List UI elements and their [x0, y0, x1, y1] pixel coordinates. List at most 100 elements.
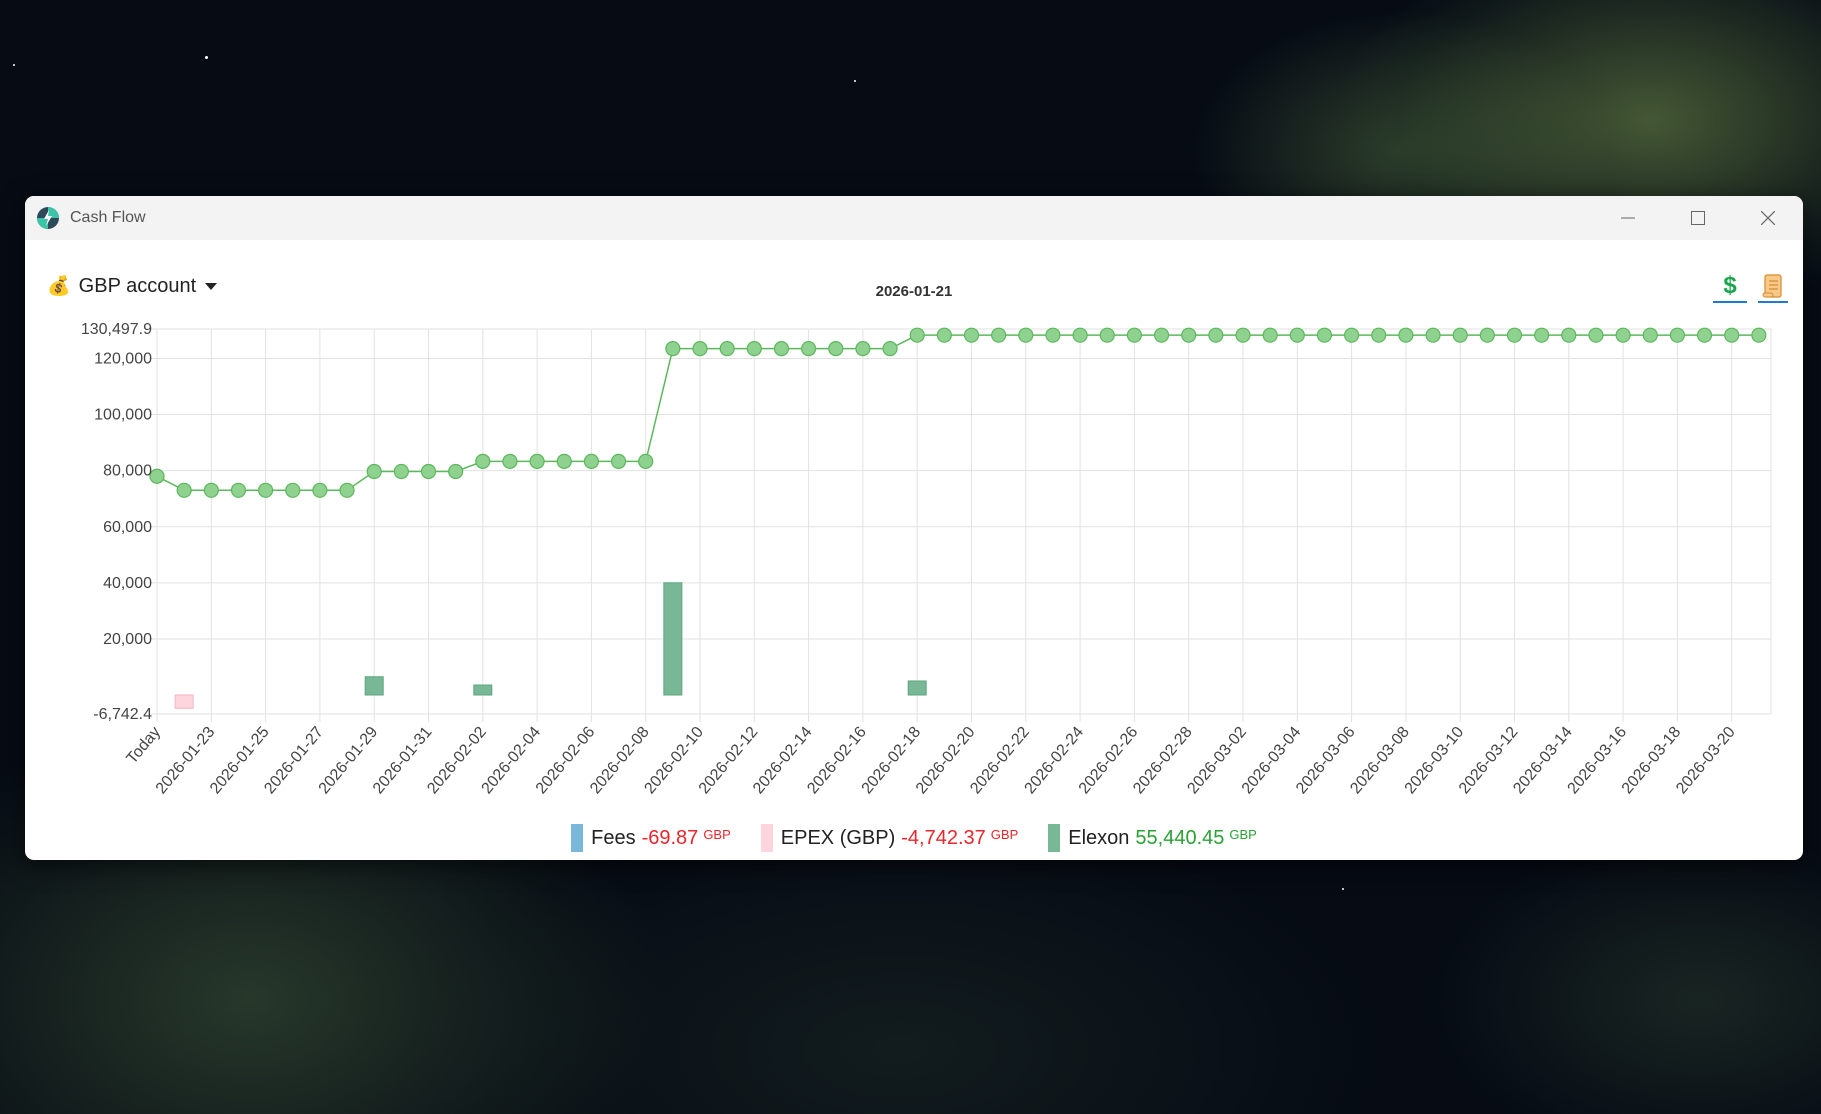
balance-point: [1751, 327, 1767, 343]
currency-button[interactable]: $: [1713, 273, 1747, 303]
y-tick-label: -6,742.4: [93, 706, 152, 723]
minimize-button[interactable]: [1593, 196, 1663, 240]
balance-point: [1072, 327, 1088, 343]
dollar-icon: $: [1723, 272, 1737, 299]
balance-point: [1208, 327, 1224, 343]
balance-point: [448, 463, 464, 480]
legend-item-elexon[interactable]: Elexon 55,440.45 GBP: [1048, 824, 1257, 852]
balance-point: [692, 341, 708, 357]
balance-point: [339, 482, 355, 498]
legend-value: 55,440.45: [1135, 826, 1225, 849]
balance-point: [991, 327, 1007, 343]
scroll-icon: [1762, 274, 1782, 298]
balance-point: [1018, 327, 1034, 343]
legend-label: EPEX (GBP): [780, 826, 896, 849]
legend-currency: GBP: [1229, 826, 1257, 842]
star: [205, 56, 208, 59]
legend-label: Elexon: [1068, 826, 1130, 849]
money-bag-icon: 💰: [47, 276, 71, 297]
legend-currency: GBP: [703, 826, 731, 842]
cash-flow-window: Cash Flow 💰 GBP account 2026-01-21 $: [25, 196, 1803, 860]
balance-point: [312, 482, 328, 498]
chevron-down-icon: [205, 282, 218, 290]
legend-label: Fees: [591, 826, 636, 849]
balance-point: [393, 463, 409, 480]
cash-flow-chart: -6,742.4 20,000 40,000 60,000 80,000 100,000 1…: [81, 321, 1772, 797]
account-selector[interactable]: 💰 GBP account: [47, 274, 218, 298]
balance-point: [1045, 327, 1061, 343]
y-tick-label: 20,000: [103, 631, 152, 648]
balance-point: [638, 453, 654, 470]
balance-point: [855, 341, 871, 357]
legend-swatch-fees: [571, 824, 584, 852]
balance-point: [1099, 327, 1115, 343]
bar-elexon: [364, 676, 384, 696]
maximize-icon: [1691, 211, 1705, 225]
y-tick-label: 80,000: [103, 463, 152, 480]
balance-point: [963, 327, 980, 343]
balance-point: [1262, 327, 1278, 343]
balance-point: [1724, 327, 1740, 343]
balance-point: [230, 482, 247, 498]
balance-point: [502, 453, 518, 470]
report-button[interactable]: [1758, 273, 1788, 303]
balance-point: [719, 341, 735, 357]
close-button[interactable]: [1733, 196, 1803, 240]
balance-point: [475, 453, 491, 470]
balance-point: [285, 482, 301, 498]
balance-point: [936, 327, 952, 343]
y-tick-label: 100,000: [94, 407, 152, 424]
account-label: GBP account: [78, 274, 197, 297]
balance-point: [1235, 327, 1251, 343]
maximize-button[interactable]: [1663, 196, 1733, 240]
y-tick-label: 40,000: [103, 575, 152, 592]
balance-point: [1696, 327, 1713, 343]
y-tick-label: 60,000: [103, 519, 152, 536]
bar-elexon: [907, 680, 927, 696]
legend-value: -4,742.37: [901, 826, 986, 849]
balance-point: [882, 341, 898, 357]
balance-point: [1534, 327, 1550, 343]
balance-point: [1642, 327, 1658, 343]
balance-point: [610, 453, 627, 470]
balance-point: [1126, 327, 1143, 343]
legend-item-fees[interactable]: Fees -69.87 GBP: [571, 824, 731, 852]
star: [854, 80, 856, 82]
balance-point: [203, 482, 219, 498]
balance-point: [1452, 327, 1468, 343]
bar-epex-gbp-: [174, 694, 194, 709]
balance-point: [1181, 327, 1197, 343]
balance-point: [556, 453, 572, 470]
balance-point: [366, 463, 382, 480]
star: [1342, 888, 1344, 890]
balance-point: [1669, 327, 1686, 343]
balance-point: [773, 341, 790, 357]
balance-point: [1343, 327, 1360, 343]
balance-point: [1153, 327, 1170, 343]
legend-item-epex[interactable]: EPEX (GBP) -4,742.37 GBP: [760, 824, 1018, 852]
legend-swatch-epex: [760, 824, 773, 852]
balance-point: [149, 468, 165, 484]
star: [13, 64, 15, 66]
app-logo-icon: [37, 207, 59, 229]
y-tick-label: 120,000: [94, 350, 152, 367]
balance-point: [1425, 327, 1441, 343]
balance-point: [1506, 327, 1523, 343]
balance-point: [1371, 327, 1387, 343]
balance-point: [1398, 327, 1414, 343]
legend-swatch-elexon: [1048, 824, 1061, 852]
balance-point: [1289, 327, 1305, 343]
y-tick-label: 130,497.9: [81, 321, 152, 338]
balance-point: [746, 341, 762, 357]
balance-point: [420, 463, 437, 480]
balance-point: [1615, 327, 1631, 343]
balance-point: [800, 341, 817, 357]
balance-point: [529, 453, 545, 470]
close-icon: [1761, 211, 1775, 225]
balance-point: [583, 453, 600, 470]
balance-point: [1561, 327, 1577, 343]
chart-date-title: 2026-01-21: [875, 283, 953, 300]
minimize-icon: [1621, 217, 1635, 219]
balance-point: [1588, 327, 1604, 343]
bar-elexon: [663, 582, 683, 696]
